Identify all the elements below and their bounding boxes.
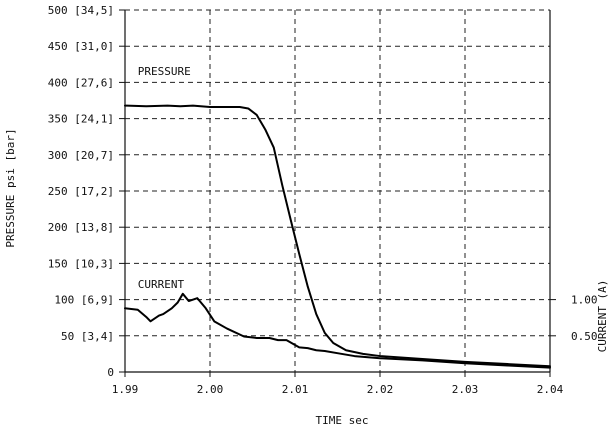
x-tick-label: 2.02 bbox=[367, 383, 394, 396]
series-lines bbox=[124, 104, 551, 369]
y-axis-label: PRESSURE psi [bar] bbox=[4, 128, 17, 247]
x-tick-label: 2.01 bbox=[282, 383, 309, 396]
series-current-line bbox=[124, 292, 551, 369]
y-tick-label: 450 [31,0] bbox=[48, 40, 114, 53]
y2-tick-label: 1.00 bbox=[571, 294, 598, 307]
x-tick-label: 2.04 bbox=[537, 383, 564, 396]
y-tick-label: 150 [10,3] bbox=[48, 257, 114, 270]
plot-frame bbox=[119, 9, 556, 377]
y-tick-label: 350 [24,1] bbox=[48, 113, 114, 126]
annotations: PRESSURE CURRENT bbox=[138, 65, 191, 291]
x-tick-label: 1.99 bbox=[112, 383, 139, 396]
x-axis-label: TIME sec bbox=[316, 414, 369, 427]
y-tick-label: 400 [27,6] bbox=[48, 76, 114, 89]
y-tick-label: 300 [20,7] bbox=[48, 149, 114, 162]
y-tick-label: 500 [34,5] bbox=[48, 4, 114, 17]
x-tick-label: 2.03 bbox=[452, 383, 479, 396]
y-tick-label: 250 [17,2] bbox=[48, 185, 114, 198]
y-tick-label: 100 [6,9] bbox=[54, 294, 114, 307]
y-tick-label: 0 bbox=[107, 366, 114, 379]
annotation-current: CURRENT bbox=[138, 278, 185, 291]
x-tick-label: 2.00 bbox=[197, 383, 224, 396]
y2-tick-label: 0.50 bbox=[571, 330, 598, 343]
annotation-pressure: PRESSURE bbox=[138, 65, 191, 78]
y-tick-label: 50 [3,4] bbox=[61, 330, 114, 343]
y-tick-label: 200 [13,8] bbox=[48, 221, 114, 234]
grid-lines bbox=[125, 10, 550, 372]
series-pressure-line bbox=[124, 104, 551, 368]
y2-axis-label: CURRENT (A) bbox=[596, 280, 609, 353]
tick-labels: 0 50 [3,4] 100 [6,9] 150 [10,3] 200 [13,8] 25… bbox=[48, 4, 598, 396]
